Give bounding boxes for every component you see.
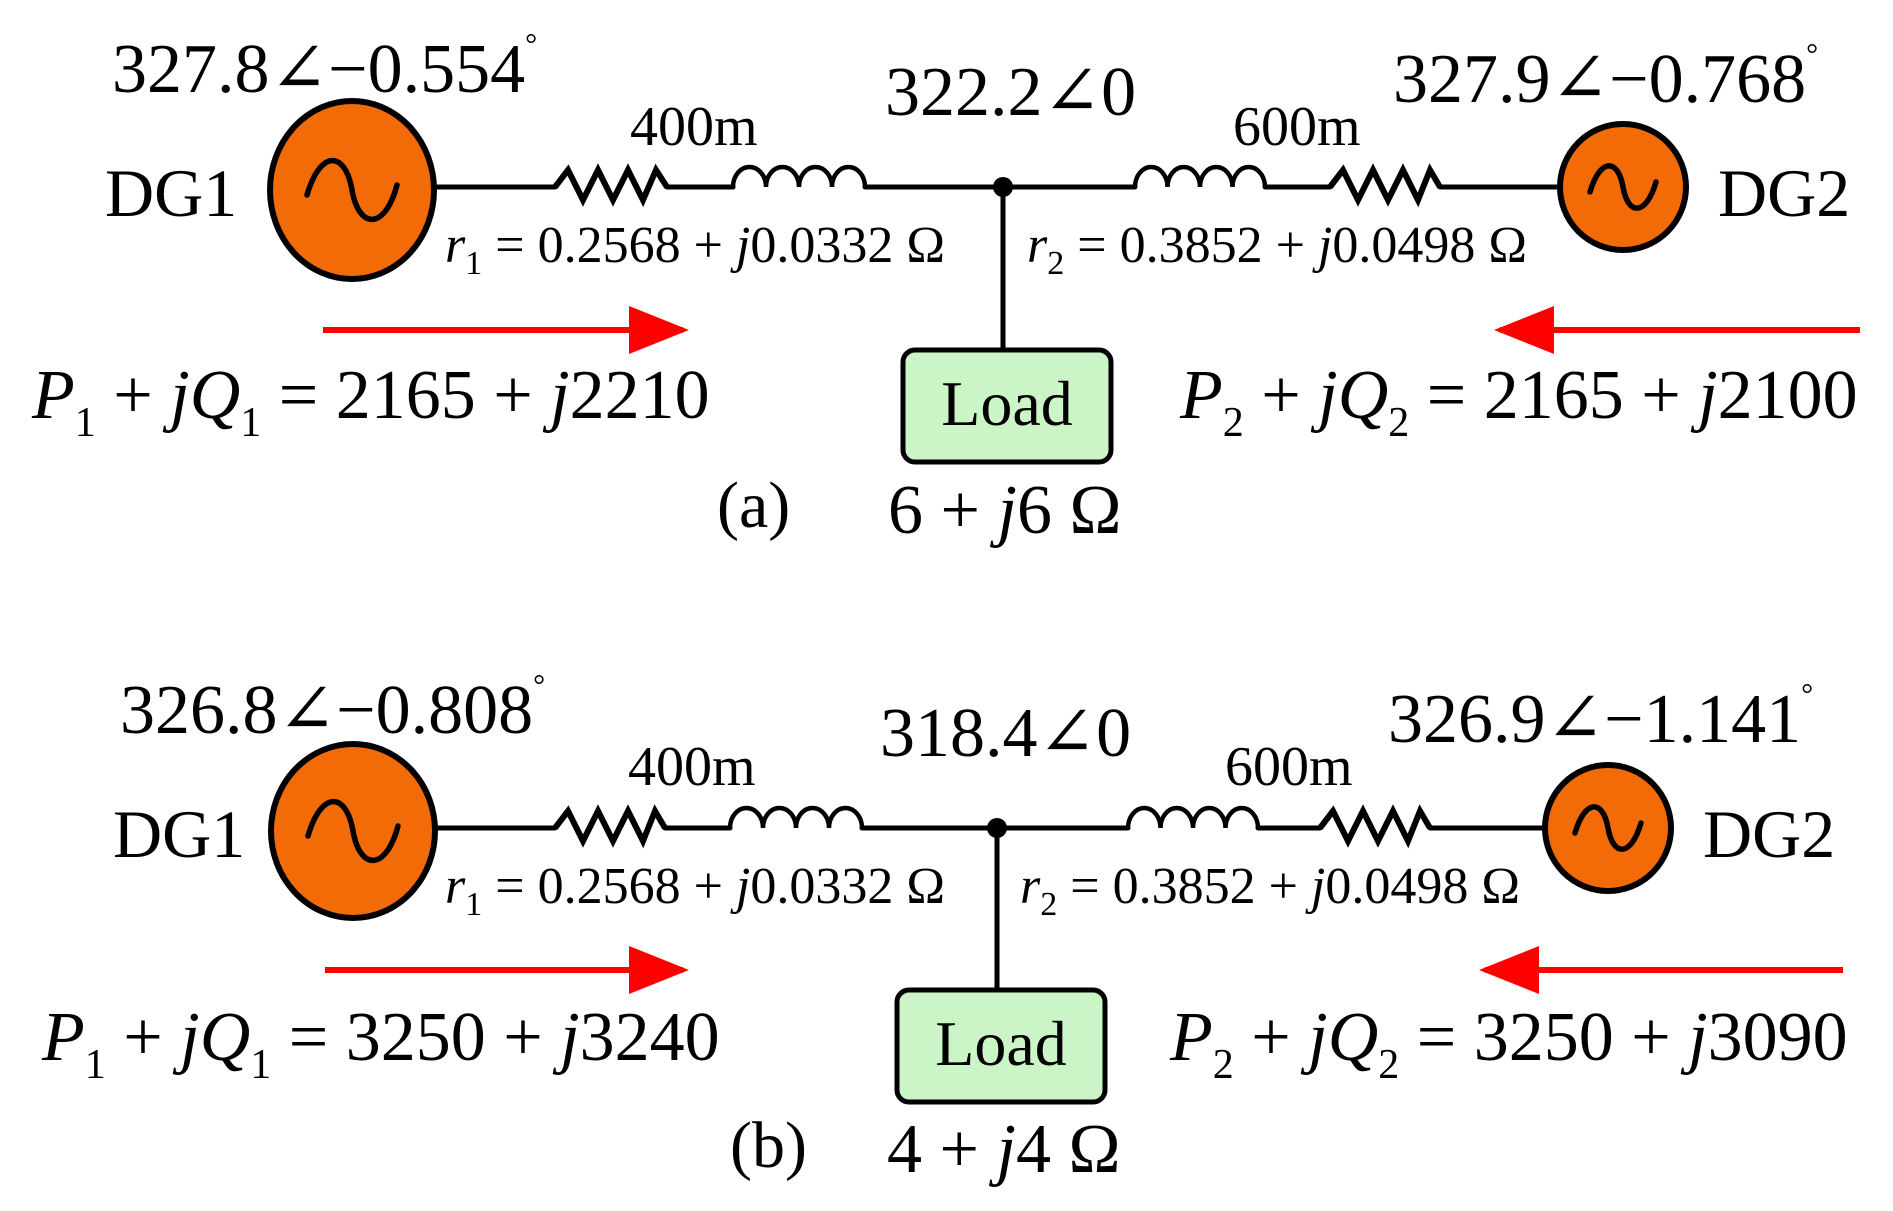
dg1-name: DG1 [105, 155, 237, 231]
line2-impedance: r2 = 0.3852 + j0.0498 Ω [1027, 217, 1527, 282]
inductor-coil-icon [730, 164, 868, 188]
dg2-name: DG2 [1718, 155, 1850, 231]
dg2-power: P2 + jQ2 = 3250 + j3090 [1169, 999, 1848, 1088]
load-label: Load [935, 1008, 1067, 1079]
resistor-zigzag-icon [552, 804, 668, 849]
inductor-coil-icon [1125, 805, 1261, 829]
bus-voltage: 318.4∠0 [880, 695, 1131, 772]
dg2-power: P2 + jQ2 = 2165 + j2100 [1179, 357, 1858, 446]
dg1-power: P1 + jQ1 = 3250 + j3240 [41, 999, 720, 1088]
sine-wave-icon [1587, 163, 1659, 211]
line1-length: 400m [630, 96, 758, 158]
load-impedance: 4 + j4 Ω [887, 1111, 1120, 1188]
bus-node [993, 177, 1013, 197]
inductor-coil-icon [1132, 164, 1268, 188]
dg1-voltage: 327.8∠−0.554° [112, 28, 537, 108]
panel-label: (a) [717, 469, 790, 542]
panel-a: Load 327.8∠−0.554° DG1 400m 322.2∠0 600m… [31, 28, 1860, 549]
sine-wave-icon [304, 157, 400, 223]
resistor-zigzag-icon [1327, 163, 1443, 208]
dg2-voltage: 326.9∠−1.141° [1388, 678, 1813, 758]
load-label: Load [941, 368, 1073, 439]
resistor-zigzag-icon [552, 163, 670, 208]
dg2-name: DG2 [1703, 796, 1835, 872]
dg1-generator [267, 98, 437, 282]
panel-b: Load 326.8∠−0.808° DG1 400m 318.4∠0 600m… [41, 669, 1848, 1188]
line1-length: 400m [628, 736, 756, 798]
dg2-generator [1557, 121, 1689, 253]
dg2-generator [1542, 762, 1674, 894]
dg1-generator [268, 741, 438, 921]
dg1-voltage: 326.8∠−0.808° [120, 669, 545, 749]
line1-impedance: r1 = 0.2568 + j0.0332 Ω [445, 217, 945, 282]
load-impedance: 6 + j6 Ω [888, 472, 1121, 549]
line1-impedance: r1 = 0.2568 + j0.0332 Ω [445, 858, 945, 923]
bus-node [987, 818, 1007, 838]
panel-label: (b) [730, 1109, 807, 1182]
bus-voltage: 322.2∠0 [885, 54, 1136, 131]
sine-wave-icon [305, 798, 401, 864]
dg1-power: P1 + jQ1 = 2165 + j2210 [31, 357, 710, 446]
load-box [900, 347, 1114, 465]
line2-length: 600m [1233, 96, 1361, 158]
sine-wave-icon [1572, 804, 1644, 852]
load-box [894, 987, 1108, 1105]
dg2-voltage: 327.9∠−0.768° [1393, 38, 1818, 118]
line2-length: 600m [1225, 736, 1353, 798]
inductor-coil-icon [727, 805, 865, 829]
line2-impedance: r2 = 0.3852 + j0.0498 Ω [1020, 858, 1520, 923]
resistor-zigzag-icon [1317, 804, 1433, 849]
dg1-name: DG1 [113, 796, 245, 872]
